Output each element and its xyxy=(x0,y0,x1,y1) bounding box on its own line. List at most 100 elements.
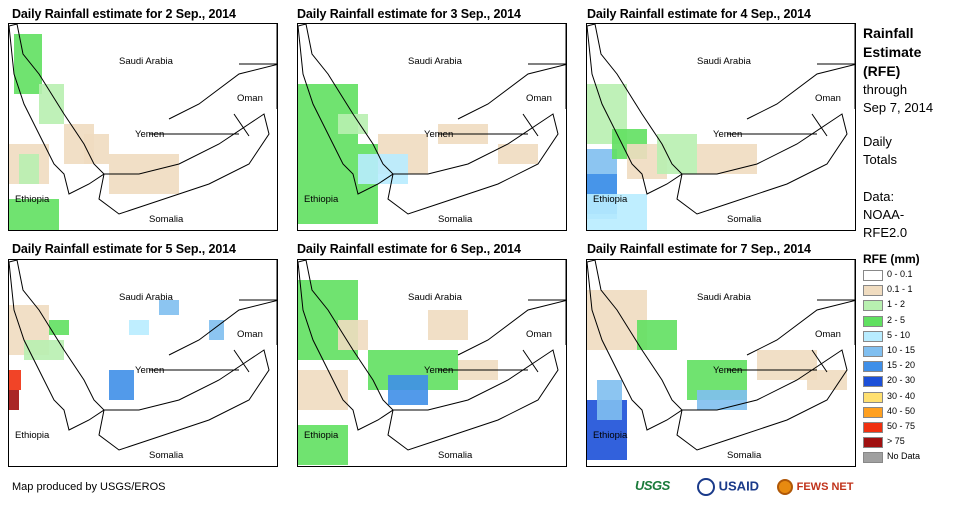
country-border xyxy=(811,63,855,137)
legend-swatch xyxy=(863,422,883,433)
place-label-oman: Oman xyxy=(815,329,841,340)
rainfall-cell xyxy=(807,370,847,390)
country-border xyxy=(298,260,394,431)
rainfall-cell xyxy=(338,320,368,350)
country-border xyxy=(233,63,277,137)
rainfall-cell xyxy=(697,390,747,410)
country-border xyxy=(9,260,105,431)
map-panel-3: Saudi Arabia Oman Yemen Ethiopia Somalia xyxy=(586,23,856,231)
place-label-yemen: Yemen xyxy=(424,365,454,376)
map-credit: Map produced by USGS/EROS xyxy=(12,481,166,493)
place-label-yemen: Yemen xyxy=(135,129,165,140)
rainfall-cell xyxy=(9,390,19,410)
rainfall-cell xyxy=(498,144,538,164)
legend-label: 40 - 50 xyxy=(887,405,916,416)
legend-swatch xyxy=(863,315,883,327)
rainfall-cell xyxy=(24,340,64,360)
place-label-ethiopia: Ethiopia xyxy=(15,194,50,205)
rainfall-cell xyxy=(338,114,368,134)
rainfall-map xyxy=(298,260,566,465)
place-label-yemen: Yemen xyxy=(713,129,743,140)
country-border xyxy=(522,63,566,137)
legend-swatch xyxy=(863,361,883,373)
country-border xyxy=(387,349,559,451)
country-border xyxy=(98,349,270,451)
place-label-somalia: Somalia xyxy=(149,450,184,461)
panel-title-5: Daily Rainfall estimate for 6 Sep., 2014 xyxy=(297,242,521,256)
rainfall-cell xyxy=(9,199,59,230)
panel-title-2: Daily Rainfall estimate for 3 Sep., 2014 xyxy=(297,7,521,21)
country-border xyxy=(522,299,566,373)
country-border xyxy=(168,299,277,356)
rainfall-cell xyxy=(657,134,697,174)
rainfall-cell xyxy=(358,154,408,184)
country-border xyxy=(98,113,270,215)
country-border xyxy=(233,299,277,373)
legend-swatch xyxy=(863,300,883,312)
rainfall-map xyxy=(587,24,855,230)
panel-title-1: Daily Rainfall estimate for 2 Sep., 2014 xyxy=(12,7,236,21)
place-label-yemen: Yemen xyxy=(135,365,165,376)
rainfall-cell xyxy=(159,300,179,315)
rainfall-cell xyxy=(209,320,224,340)
legend-label: 0 - 0.1 xyxy=(887,269,913,279)
place-label-yemen: Yemen xyxy=(424,129,454,140)
panel-title-4: Daily Rainfall estimate for 5 Sep., 2014 xyxy=(12,242,236,256)
country-border xyxy=(9,24,105,195)
map-panel-2: Saudi Arabia Oman Yemen Ethiopia Somalia xyxy=(297,23,567,231)
place-label-saudi: Saudi Arabia xyxy=(408,56,462,67)
rainfall-cell xyxy=(298,425,348,465)
rainfall-cell xyxy=(697,144,757,174)
sidebar-title: Rainfall Estimate (RFE) through Sep 7, 2… xyxy=(863,25,934,115)
legend-label: 30 - 40 xyxy=(887,390,916,401)
rainfall-cell xyxy=(84,134,109,164)
usgs-logo: USGS xyxy=(635,478,670,493)
legend-swatch xyxy=(863,391,883,403)
place-label-oman: Oman xyxy=(237,329,263,340)
rainfall-cell xyxy=(428,310,468,340)
place-label-somalia: Somalia xyxy=(438,214,473,225)
place-label-ethiopia: Ethiopia xyxy=(593,430,628,441)
country-border xyxy=(811,299,855,373)
place-label-saudi: Saudi Arabia xyxy=(697,56,751,67)
country-border xyxy=(457,63,566,120)
country-border xyxy=(587,260,683,431)
rainfall-map xyxy=(9,260,277,451)
usaid-logo: USAID xyxy=(697,478,759,496)
fewsnet-logo: FEWS NET xyxy=(777,478,853,495)
country-border xyxy=(676,113,848,215)
rainfall-cell xyxy=(49,320,69,335)
legend-label: 20 - 30 xyxy=(887,375,916,386)
legend-swatch xyxy=(863,376,883,388)
legend-swatch xyxy=(863,330,883,342)
legend-title: RFE (mm) xyxy=(863,252,920,266)
place-label-saudi: Saudi Arabia xyxy=(408,292,462,303)
place-label-ethiopia: Ethiopia xyxy=(304,430,339,441)
legend-label: > 75 xyxy=(887,436,905,447)
country-border xyxy=(587,24,683,195)
sidebar-data-source: Data: NOAA- RFE2.0 xyxy=(863,189,908,240)
legend-swatch xyxy=(863,437,883,449)
legend-label: 50 - 75 xyxy=(887,421,916,431)
place-label-oman: Oman xyxy=(815,93,841,104)
legend-label: 5 - 10 xyxy=(887,329,911,340)
country-border xyxy=(746,299,855,356)
legend-label: No Data xyxy=(887,451,921,462)
legend-label: 10 - 15 xyxy=(887,345,916,355)
rainfall-cell xyxy=(597,380,622,420)
country-border xyxy=(168,63,277,120)
rainfall-cell xyxy=(129,320,149,335)
rainfall-cell xyxy=(587,194,647,230)
legend-swatch xyxy=(863,406,883,418)
rainfall-cell xyxy=(19,154,39,184)
rainfall-cell xyxy=(637,320,677,350)
place-label-oman: Oman xyxy=(237,93,263,104)
map-panel-5: Saudi Arabia Oman Yemen Ethiopia Somalia xyxy=(297,259,567,467)
place-label-oman: Oman xyxy=(526,329,552,340)
place-label-somalia: Somalia xyxy=(727,214,762,225)
legend-label: 0.1 - 1 xyxy=(887,284,913,295)
legend-swatch xyxy=(863,346,883,357)
legend-label: 15 - 20 xyxy=(887,360,916,371)
map-panel-6: Saudi Arabia Oman Yemen Ethiopia Somalia xyxy=(586,259,856,467)
rainfall-map xyxy=(587,260,855,460)
